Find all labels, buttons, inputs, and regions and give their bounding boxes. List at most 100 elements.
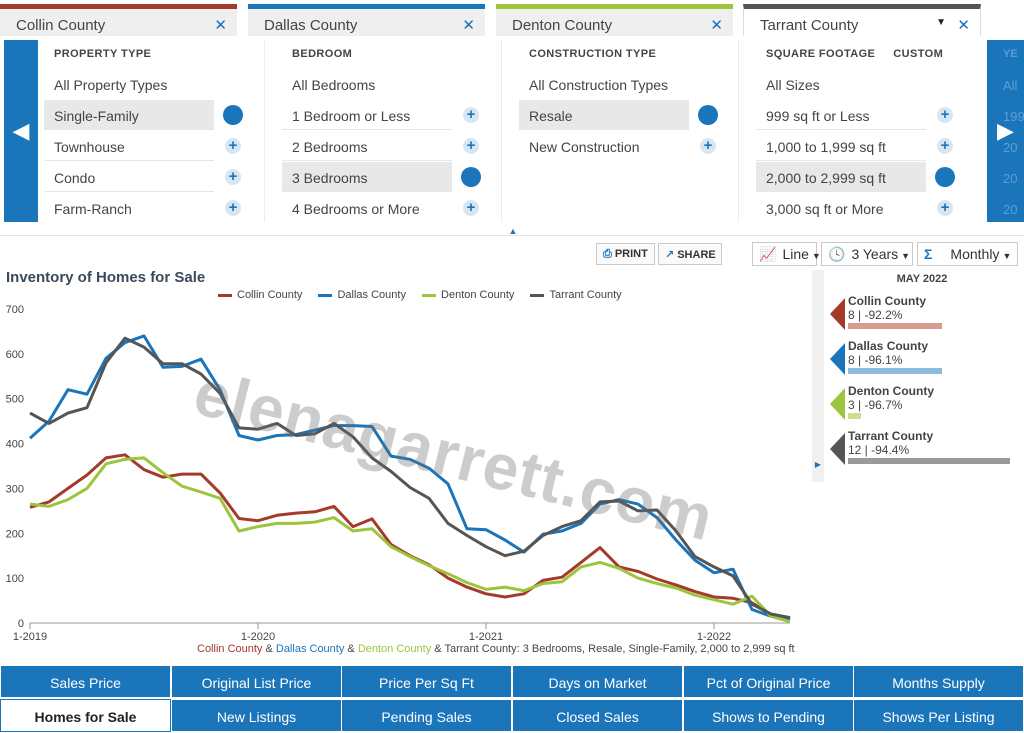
tab-denton-county[interactable]: Denton County ✕ bbox=[496, 4, 733, 36]
metric-button-new-listings[interactable]: New Listings bbox=[171, 699, 342, 732]
option-all-construction-types[interactable]: All Construction Types bbox=[529, 77, 669, 93]
plus-icon[interactable]: + bbox=[937, 200, 953, 216]
summary-county-name: Tarrant County bbox=[848, 429, 934, 443]
series-line-tarrant-county bbox=[29, 336, 791, 620]
option-all-property-types[interactable]: All Property Types bbox=[54, 77, 168, 93]
chart-caption: Collin County & Dallas County & Denton C… bbox=[197, 643, 795, 655]
close-icon[interactable]: ✕ bbox=[710, 17, 723, 34]
filter-property-type: PROPERTY TYPE All Property Types Single-… bbox=[44, 40, 265, 222]
filter-heading: PROPERTY TYPE bbox=[54, 48, 152, 60]
metric-button-pct-of-original-price[interactable]: Pct of Original Price bbox=[683, 665, 854, 698]
plus-icon[interactable]: + bbox=[700, 138, 716, 154]
range-select[interactable]: 🕓 3 Years ▼ bbox=[821, 242, 913, 266]
metric-button-days-on-market[interactable]: Days on Market bbox=[512, 665, 683, 698]
tab-collin-county[interactable]: Collin County ✕ bbox=[0, 4, 237, 36]
x-tick-label: 1-2020 bbox=[241, 631, 275, 643]
sigma-icon: Σ bbox=[924, 246, 933, 262]
summary-county-name: Denton County bbox=[848, 384, 934, 398]
selected-dot-icon[interactable] bbox=[223, 105, 243, 125]
plus-icon[interactable]: + bbox=[225, 169, 241, 185]
summary-item: Collin County 8 | -92.2% bbox=[830, 294, 1015, 334]
y-tick-label: 700 bbox=[6, 304, 24, 316]
filter-construction-type: CONSTRUCTION TYPE All Construction Types… bbox=[519, 40, 739, 222]
metric-button-homes-for-sale[interactable]: Homes for Sale bbox=[0, 699, 171, 732]
metric-button-shows-to-pending[interactable]: Shows to Pending bbox=[683, 699, 854, 732]
option-farm-ranch[interactable]: Farm-Ranch + bbox=[44, 193, 241, 223]
option-resale[interactable]: Resale bbox=[519, 100, 718, 130]
legend-item-denton[interactable]: Denton County bbox=[422, 289, 514, 301]
summary-county-name: Dallas County bbox=[848, 339, 929, 353]
metric-button-closed-sales[interactable]: Closed Sales bbox=[512, 699, 683, 732]
option-3000-or-more[interactable]: 3,000 sq ft or More + bbox=[756, 193, 953, 223]
metric-button-sales-price[interactable]: Sales Price bbox=[0, 665, 171, 698]
selected-dot-icon[interactable] bbox=[461, 167, 481, 187]
selected-dot-icon[interactable] bbox=[698, 105, 718, 125]
close-icon[interactable]: ✕ bbox=[214, 17, 227, 34]
interval-select[interactable]: Σ Monthly ▼ bbox=[917, 242, 1018, 266]
legend-item-tarrant[interactable]: Tarrant County bbox=[530, 289, 622, 301]
printer-icon: ⎙ bbox=[603, 248, 612, 260]
plus-icon[interactable]: + bbox=[225, 200, 241, 216]
chevron-down-icon: ▼ bbox=[1002, 251, 1012, 261]
option-1000-to-1999[interactable]: 1,000 to 1,999 sq ft + bbox=[756, 131, 953, 161]
chevron-left-icon: ◀ bbox=[12, 118, 30, 143]
plus-icon[interactable]: + bbox=[225, 138, 241, 154]
legend-item-collin[interactable]: Collin County bbox=[218, 289, 302, 301]
option-townhouse[interactable]: Townhouse + bbox=[44, 131, 241, 161]
custom-link[interactable]: CUSTOM bbox=[893, 48, 944, 60]
toggle-summary-panel[interactable]: ▶ bbox=[812, 270, 824, 482]
summary-item: Denton County 3 | -96.7% bbox=[830, 384, 1015, 424]
option-2000-to-2999[interactable]: 2,000 to 2,999 sq ft bbox=[756, 162, 955, 192]
option-all-bedrooms[interactable]: All Bedrooms bbox=[292, 77, 376, 93]
close-icon[interactable]: ✕ bbox=[462, 17, 475, 34]
summary-month: MAY 2022 bbox=[896, 273, 948, 285]
option-condo[interactable]: Condo + bbox=[44, 162, 241, 192]
x-tick-label: 1-2021 bbox=[469, 631, 503, 643]
tab-dallas-county[interactable]: Dallas County ✕ bbox=[248, 4, 485, 36]
scroll-right-button[interactable]: ▶ bbox=[987, 40, 1024, 222]
inventory-line-chart: 0 100 200 300 400 500 600 700 1-2019 1-2020 1-2021… bbox=[6, 304, 791, 643]
print-button[interactable]: ⎙ PRINT bbox=[596, 243, 655, 265]
triangle-marker-icon bbox=[830, 433, 845, 465]
option-2-bedrooms[interactable]: 2 Bedrooms + bbox=[282, 131, 479, 161]
plus-icon[interactable]: + bbox=[937, 107, 953, 123]
plus-icon[interactable]: + bbox=[463, 200, 479, 216]
tab-label: Tarrant County bbox=[760, 17, 859, 34]
summary-value: 12 | -94.4% bbox=[848, 443, 910, 457]
scroll-left-button[interactable]: ◀ bbox=[4, 40, 38, 222]
option-all-sizes[interactable]: All Sizes bbox=[766, 77, 820, 93]
option-1-bedroom-or-less[interactable]: 1 Bedroom or Less + bbox=[282, 100, 479, 130]
plus-icon[interactable]: + bbox=[463, 138, 479, 154]
metric-button-months-supply[interactable]: Months Supply bbox=[853, 665, 1024, 698]
metric-button-shows-per-listing[interactable]: Shows Per Listing bbox=[853, 699, 1024, 732]
metric-button-original-list-price[interactable]: Original List Price bbox=[171, 665, 342, 698]
filter-heading: SQUARE FOOTAGE CUSTOM bbox=[766, 48, 944, 60]
option-3-bedrooms[interactable]: 3 Bedrooms bbox=[282, 162, 481, 192]
series-line-denton-county bbox=[29, 456, 791, 624]
y-tick-label: 600 bbox=[6, 349, 24, 361]
legend-item-dallas[interactable]: Dallas County bbox=[318, 289, 406, 301]
metric-button-pending-sales[interactable]: Pending Sales bbox=[341, 699, 512, 732]
chevron-down-icon[interactable]: ▼ bbox=[936, 17, 946, 28]
summary-value: 8 | -92.2% bbox=[848, 308, 903, 322]
close-icon[interactable]: ✕ bbox=[957, 17, 970, 34]
summary-bar bbox=[848, 458, 1010, 464]
option-single-family[interactable]: Single-Family bbox=[44, 100, 243, 130]
county-tabs: Collin County ✕ Dallas County ✕ Denton C… bbox=[0, 0, 1024, 40]
plus-icon[interactable]: + bbox=[937, 138, 953, 154]
plus-icon[interactable]: + bbox=[463, 107, 479, 123]
chart-type-select[interactable]: 📈 Line ▼ bbox=[752, 242, 821, 266]
option-new-construction[interactable]: New Construction + bbox=[519, 131, 716, 161]
summary-item: Tarrant County 12 | -94.4% bbox=[830, 429, 1015, 469]
share-button[interactable]: ↗ SHARE bbox=[658, 243, 722, 265]
collapse-filters-icon[interactable]: ▲ bbox=[508, 226, 518, 236]
y-tick-label: 400 bbox=[6, 439, 24, 451]
option-999-or-less[interactable]: 999 sq ft or Less + bbox=[756, 100, 953, 130]
y-tick-label: 300 bbox=[6, 483, 24, 495]
metric-button-price-per-sq-ft[interactable]: Price Per Sq Ft bbox=[341, 665, 512, 698]
summary-item: Dallas County 8 | -96.1% bbox=[830, 339, 1015, 379]
selected-dot-icon[interactable] bbox=[935, 167, 955, 187]
option-4-bedrooms-or-more[interactable]: 4 Bedrooms or More + bbox=[282, 193, 479, 223]
tab-tarrant-county[interactable]: Tarrant County ▼ ✕ bbox=[743, 4, 981, 36]
